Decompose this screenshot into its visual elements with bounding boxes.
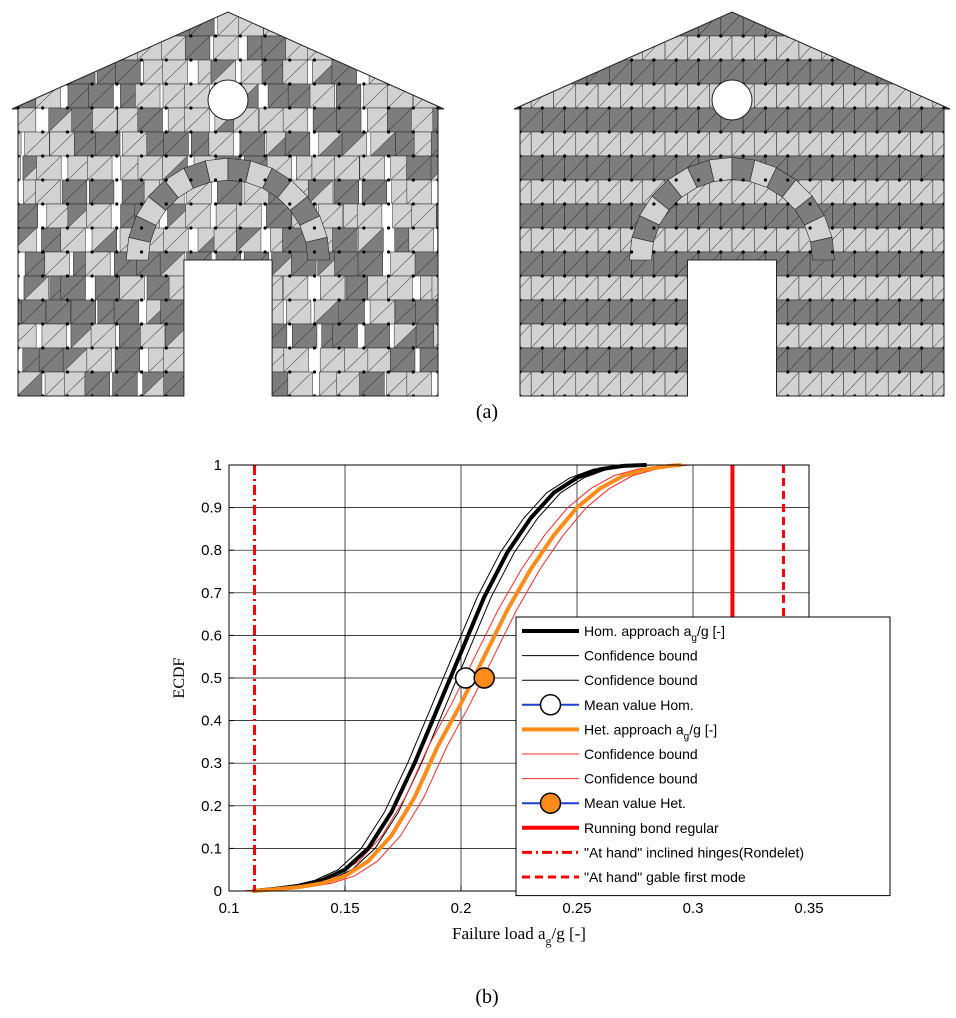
legend-label: Confidence bound: [584, 648, 698, 664]
y-tick-label: 0.9: [201, 500, 222, 517]
panel-b-caption: (b): [475, 986, 498, 1008]
ecdf-curve: [252, 463, 647, 893]
y-tick-label: 0.5: [201, 670, 222, 687]
y-tick-label: 0: [214, 883, 222, 900]
y-tick-label: 0.8: [201, 542, 222, 559]
y-tick-label: 0.2: [201, 798, 222, 815]
heterogeneous-mesh-facade: [11, 11, 445, 397]
axis-ticks: 0.1 0.15 0.2 0.25 0.3 0.3500.10.20.30.40.50.6…: [201, 457, 823, 917]
y-tick-label: 0.7: [201, 585, 222, 602]
legend-label: Het. approach ag/g [-]: [584, 721, 717, 742]
x-tick-label: 0.2: [451, 900, 472, 917]
x-tick-label: 0.35: [794, 900, 823, 917]
x-axis-label-main: Failure load a: [452, 924, 546, 943]
x-axis-label: Failure load ag/g [-]: [452, 924, 586, 948]
y-tick-label: 0.4: [201, 713, 222, 730]
legend-label: Mean value Het.: [584, 795, 686, 811]
x-axis-label-sub: g: [546, 934, 552, 948]
x-tick-label: 0.25: [562, 900, 591, 917]
legend-label: Running bond regular: [584, 820, 719, 836]
x-axis-label-tail: /g [-]: [552, 924, 586, 943]
legend: Hom. approach ag/g [-] Confidence bound Co…: [515, 616, 891, 897]
y-tick-label: 1: [214, 457, 222, 474]
panel-a-caption: (a): [476, 401, 498, 423]
legend-label: Confidence bound: [584, 746, 698, 762]
ecdf-chart: 0.1 0.15 0.2 0.25 0.3 0.3500.10.20.30.40.50.6…: [171, 457, 891, 948]
y-tick-label: 0.6: [201, 627, 222, 644]
legend-box: [515, 616, 891, 897]
mean-value-marker: [473, 667, 495, 689]
running-bond-mesh-facade: [513, 11, 951, 397]
legend-label: Confidence bound: [584, 771, 698, 787]
legend-marker: [539, 694, 562, 716]
legend-label: Hom. approach ag/g [-]: [584, 623, 725, 644]
legend-label: Mean value Hom.: [584, 697, 694, 713]
mean-value-marker: [454, 667, 477, 689]
legend-label: Confidence bound: [584, 672, 698, 688]
legend-label: "At hand" gable first mode: [584, 869, 746, 885]
x-tick-label: 0.15: [330, 900, 359, 917]
x-tick-label: 0.1: [219, 900, 240, 917]
y-tick-label: 0.1: [201, 840, 222, 857]
legend-marker: [539, 792, 562, 814]
y-axis-label: ECDF: [171, 657, 188, 698]
y-tick-label: 0.3: [201, 755, 222, 772]
legend-label: "At hand" inclined hinges(Rondelet): [584, 844, 804, 860]
x-tick-label: 0.3: [683, 900, 704, 917]
